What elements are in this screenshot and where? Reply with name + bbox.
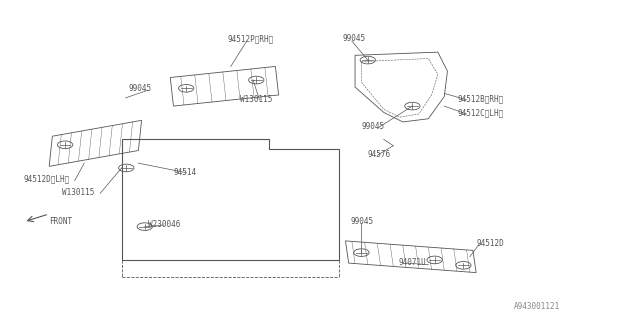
Text: FRONT: FRONT [49,217,72,226]
Text: 99045: 99045 [129,84,152,93]
Text: W130115: W130115 [62,188,94,197]
Text: 94512B〈RH〉: 94512B〈RH〉 [457,95,503,104]
Text: 94576: 94576 [368,150,391,159]
Text: A943001121: A943001121 [515,302,561,311]
Text: 94512D〈LH〉: 94512D〈LH〉 [24,174,70,184]
Text: 94071U: 94071U [398,258,426,267]
Text: 94514: 94514 [173,168,196,177]
Text: W130115: W130115 [241,95,273,104]
Text: 99045: 99045 [362,122,385,131]
Text: 94512P〈RH〉: 94512P〈RH〉 [228,34,274,43]
Text: W230046: W230046 [148,220,180,228]
Text: 94512D: 94512D [476,239,504,248]
Text: 94512C〈LH〉: 94512C〈LH〉 [457,108,503,117]
Text: 99045: 99045 [342,34,365,43]
Text: 99045: 99045 [351,217,374,226]
